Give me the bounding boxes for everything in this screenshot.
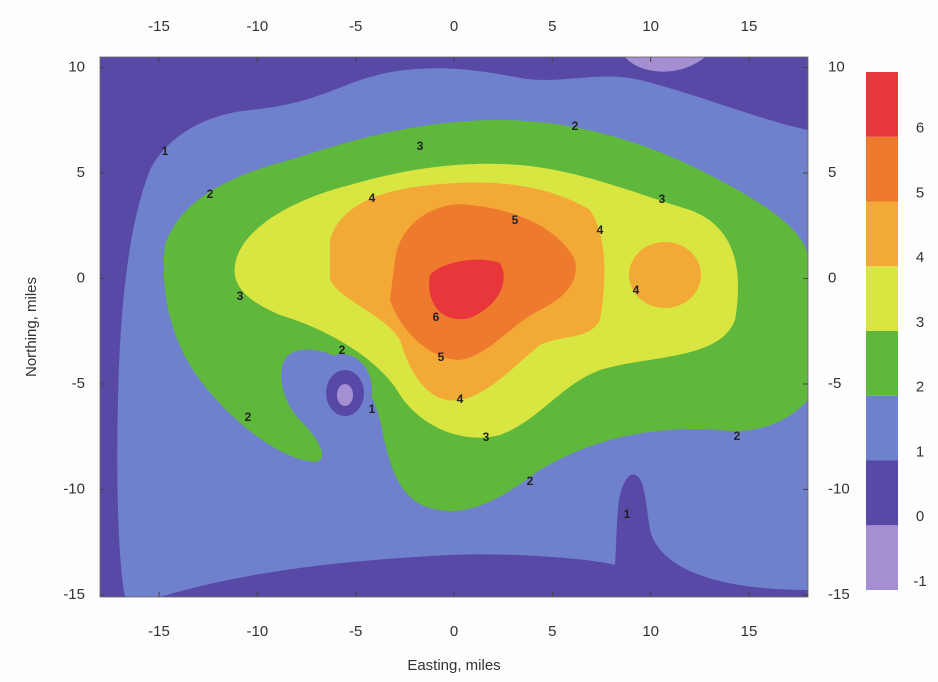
y-axis-title: Northing, miles [23,277,40,377]
contour-label: 1 [369,402,376,416]
y-tick-label: -15 [63,586,85,603]
y-tick-label: 5 [77,164,85,181]
x-tick-label-top: -10 [246,18,268,35]
colorbar-band [866,72,898,137]
colorbar-band [866,137,898,202]
x-tick-label: -5 [349,623,362,640]
x-axis-title: Easting, miles [407,657,500,674]
contour-label: 3 [483,430,490,444]
contour-label: 4 [457,392,464,406]
y-tick-label-right: -10 [828,480,850,497]
contour-label: 2 [527,474,534,488]
contour-label: 4 [633,283,640,297]
x-tick-label: 0 [450,623,458,640]
colorbar-band [866,202,898,267]
y-tick-label: 0 [77,269,85,286]
contour-label: 3 [659,192,666,206]
x-tick-label-top: -5 [349,18,362,35]
x-tick-label: 10 [642,623,659,640]
x-tick-label: 15 [741,623,758,640]
y-tick-label: 10 [68,59,85,76]
colorbar-tick-label: 3 [916,314,924,331]
colorbar-tick-label: -1 [913,573,926,590]
contour-label: 6 [433,310,440,324]
colorbar-tick-label: 1 [916,443,924,460]
colorbar-tick-label: 0 [916,508,924,525]
x-tick-label: -10 [246,623,268,640]
contour-label: 1 [624,507,631,521]
y-tick-label-right: 5 [828,164,836,181]
contour-label: 4 [369,191,376,205]
colorbar-tick-label: 6 [916,120,924,137]
colorbar-tick-label: 5 [916,184,924,201]
colorbar-tick-label: 4 [916,249,924,266]
contour-label: 4 [597,223,604,237]
x-tick-label-top: -15 [148,18,170,35]
colorbar-band [866,396,898,461]
colorbar-tick-label: 2 [916,379,924,396]
contour-label: 5 [512,213,519,227]
band-region [629,242,701,308]
contour-label: 2 [572,119,579,133]
contour-label: 2 [339,343,346,357]
colorbar-band [866,266,898,331]
contour-label: 3 [417,139,424,153]
y-tick-label-right: 0 [828,269,836,286]
contour-label: 5 [438,350,445,364]
band-region [337,384,353,406]
x-tick-label-top: 0 [450,18,458,35]
x-tick-label: -15 [148,623,170,640]
contour-label: 2 [207,187,214,201]
x-tick-label-top: 15 [741,18,758,35]
x-tick-label-top: 10 [642,18,659,35]
contour-label: 2 [734,429,741,443]
x-tick-label-top: 5 [548,18,556,35]
x-tick-label: 5 [548,623,556,640]
chart: Easting, miles Northing, miles 2 3 1 2 4 5 4 3 3… [0,0,938,682]
colorbar-band [866,525,898,590]
colorbar-band [866,461,898,526]
y-tick-label-right: -5 [828,375,841,392]
contour-label: 1 [162,144,169,158]
y-tick-label-right: 10 [828,59,845,76]
y-tick-label: -10 [63,480,85,497]
contour-label: 3 [237,289,244,303]
y-tick-label-right: -15 [828,586,850,603]
contour-area [100,57,808,597]
y-tick-label: -5 [72,375,85,392]
contour-label: 2 [245,410,252,424]
colorbar-band [866,331,898,396]
